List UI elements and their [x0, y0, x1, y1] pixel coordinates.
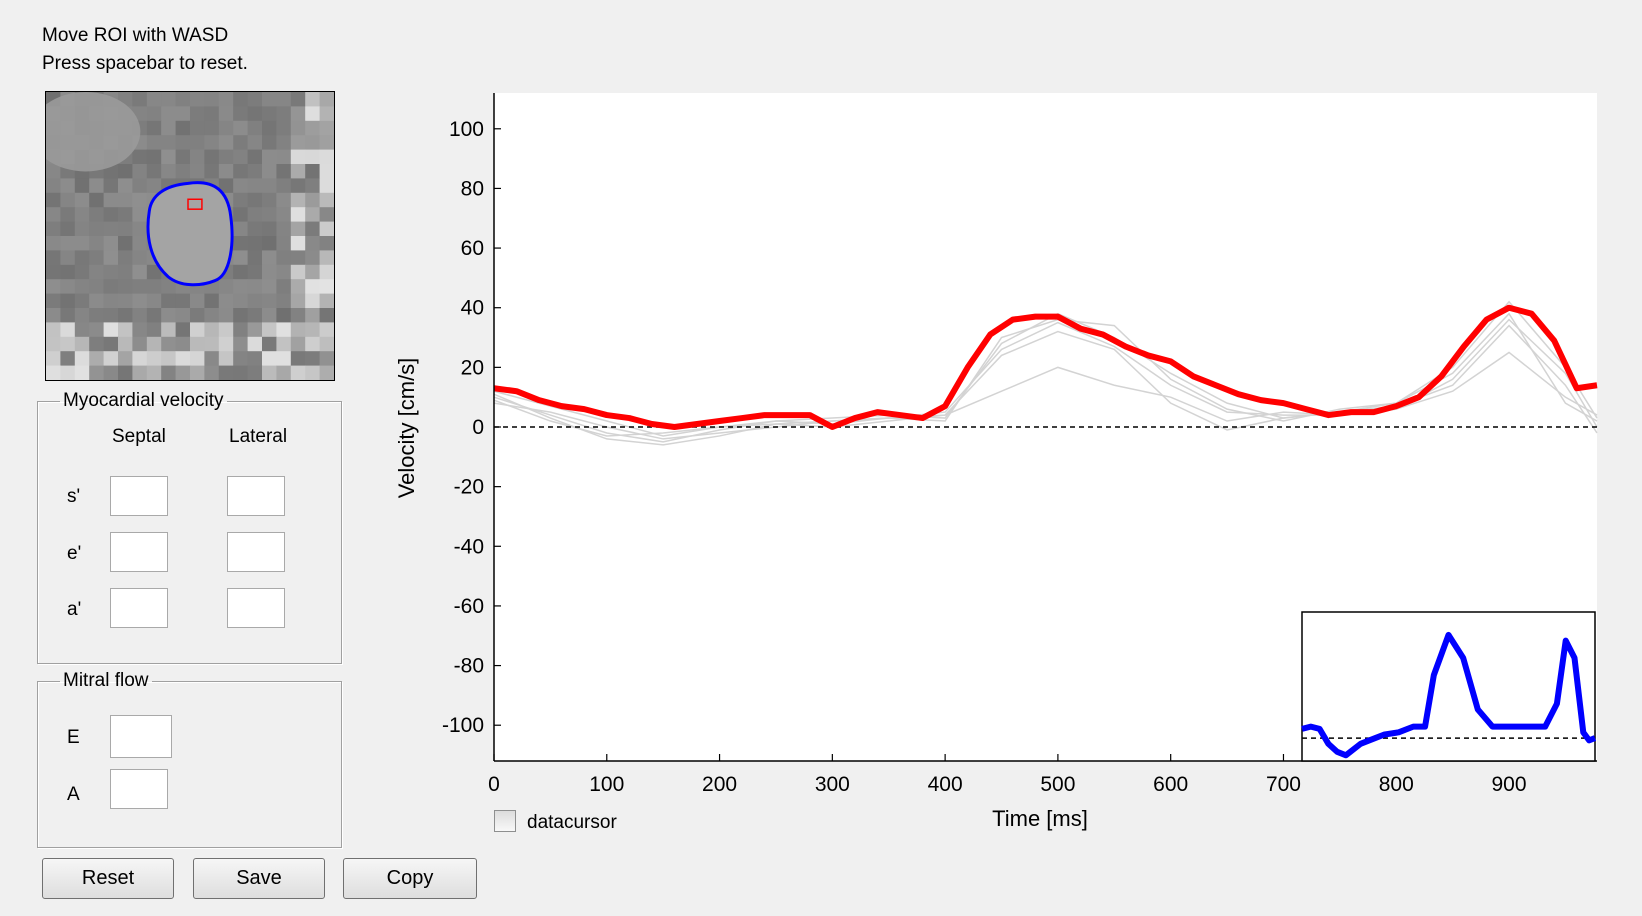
myocardial-velocity-panel: Myocardial velocity: [37, 390, 342, 664]
background-trace-1: [493, 351, 1598, 437]
roi-marker[interactable]: [187, 198, 203, 210]
lateral-column-header: Lateral: [229, 426, 288, 447]
mitral-a-field[interactable]: [110, 769, 168, 809]
s-prime-septal-field[interactable]: [110, 476, 168, 516]
x-tick-label: 800: [1379, 773, 1414, 796]
e-prime-septal-field[interactable]: [110, 532, 168, 572]
y-tick-label: 40: [461, 297, 484, 320]
roi-contour: [146, 181, 234, 287]
datacursor-checkbox[interactable]: [494, 810, 516, 832]
x-tick-label: 0: [488, 773, 500, 796]
s-prime-lateral-field[interactable]: [227, 476, 285, 516]
y-tick-label: -20: [454, 476, 484, 499]
background-trace-2: [493, 300, 1598, 443]
y-tick-label: -100: [442, 714, 484, 737]
instruction-line-2: Press spacebar to reset.: [42, 53, 248, 74]
copy-button[interactable]: Copy: [343, 858, 477, 899]
velocity-series: [493, 304, 1598, 430]
instructions: Move ROI with WASD Press spacebar to res…: [42, 22, 248, 78]
y-tick-label: -60: [454, 595, 484, 618]
s-prime-label: s': [67, 486, 81, 507]
x-tick-label: 200: [702, 773, 737, 796]
septal-column-header: Septal: [112, 426, 166, 447]
x-axis-label: Time [ms]: [992, 806, 1088, 831]
background-trace-5: [493, 312, 1598, 440]
background-trace-4: [493, 324, 1598, 437]
save-button[interactable]: Save: [193, 858, 325, 899]
ventricle-region: [147, 182, 233, 285]
x-tick-label: 700: [1266, 773, 1301, 796]
e-prime-lateral-field[interactable]: [227, 532, 285, 572]
a-prime-label: a': [67, 599, 82, 620]
inset-frame: [1301, 611, 1596, 762]
x-tick-label: 100: [589, 773, 624, 796]
y-tick-label: -80: [454, 655, 484, 678]
reset-button[interactable]: Reset: [42, 858, 174, 899]
myocardial-velocity-title: Myocardial velocity: [63, 390, 224, 411]
a-prime-lateral-field[interactable]: [227, 588, 285, 628]
x-tick-label: 500: [1040, 773, 1075, 796]
y-tick-label: 80: [461, 177, 484, 200]
x-tick-label: 300: [815, 773, 850, 796]
y-tick-label: 60: [461, 237, 484, 260]
y-tick-label: -40: [454, 535, 484, 558]
datacursor-label: datacursor: [527, 812, 617, 833]
mitral-a-label: A: [67, 784, 80, 805]
bright-region: [46, 92, 141, 172]
y-tick-label: 20: [461, 356, 484, 379]
plot-area: [494, 93, 1597, 761]
mitral-flow-title: Mitral flow: [63, 670, 149, 691]
roi-image[interactable]: [45, 91, 335, 381]
y-axis-label: Velocity [cm/s]: [394, 358, 419, 499]
background-trace-3: [493, 318, 1598, 446]
x-tick-label: 400: [928, 773, 963, 796]
x-tick-label: 600: [1153, 773, 1188, 796]
mitral-e-label: E: [67, 727, 80, 748]
mitral-e-field[interactable]: [110, 715, 172, 758]
mitral-flow-panel: Mitral flow: [37, 670, 342, 848]
mitral-flow-series: [1301, 631, 1597, 759]
instruction-line-1: Move ROI with WASD: [42, 25, 229, 46]
a-prime-septal-field[interactable]: [110, 588, 168, 628]
e-prime-label: e': [67, 543, 82, 564]
x-tick-label: 900: [1492, 773, 1527, 796]
y-tick-label: 100: [449, 118, 484, 141]
y-tick-label: 0: [472, 416, 484, 439]
mitral-flow-inset: [1301, 611, 1597, 762]
